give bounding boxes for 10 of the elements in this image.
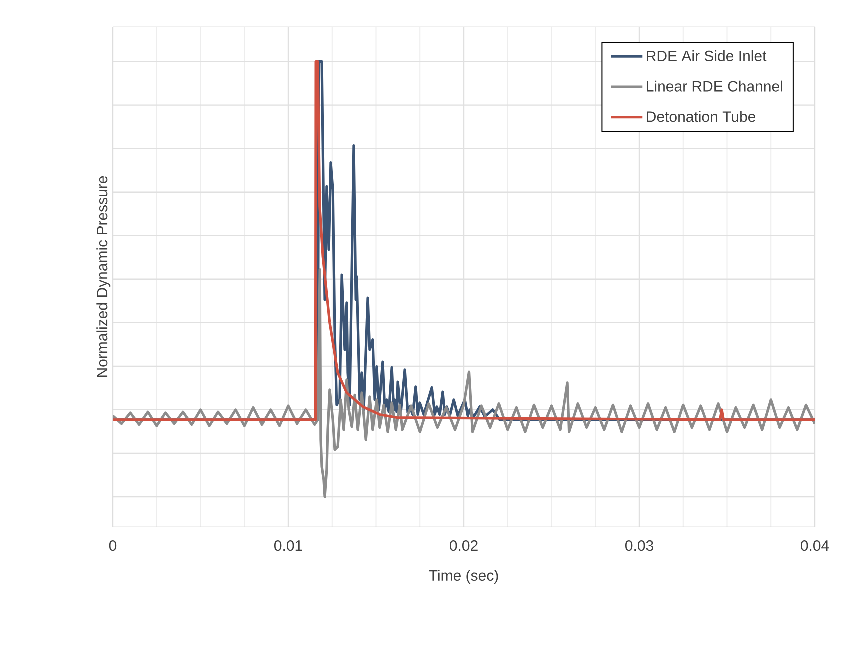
- legend-label: Linear RDE Channel: [647, 80, 782, 92]
- x-tick-label: 0.02: [450, 540, 478, 552]
- legend-label: Detonation Tube: [647, 111, 756, 122]
- x-tick-label: 0: [109, 540, 117, 552]
- x-tick-label: 0.01: [274, 540, 302, 552]
- x-tick-label: 0.03: [626, 540, 654, 552]
- y-axis-title: Normalized Dynamic Pressure: [96, 176, 111, 378]
- legend-label: RDE Air Side Inlet: [647, 50, 767, 62]
- x-axis-title: Time (sec): [429, 570, 498, 584]
- x-tick-label: 0.04: [801, 540, 830, 552]
